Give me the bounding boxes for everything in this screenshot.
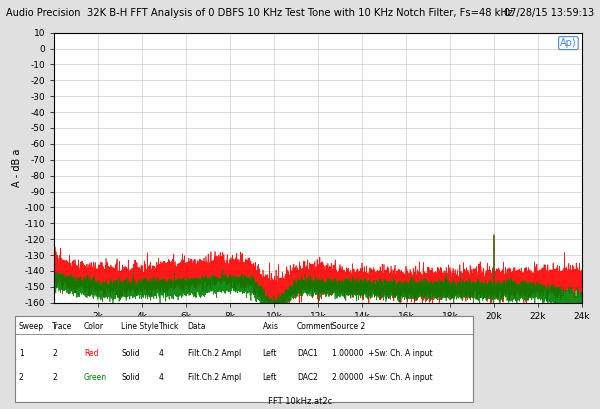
Text: Trace: Trace <box>52 322 73 331</box>
Text: Solid: Solid <box>121 349 140 358</box>
Y-axis label: A - dB a: A - dB a <box>11 148 22 187</box>
Text: DAC1: DAC1 <box>297 349 318 358</box>
Text: 2: 2 <box>52 373 57 382</box>
Text: 4: 4 <box>159 373 164 382</box>
Text: 2.00000  +Sw: Ch. A input: 2.00000 +Sw: Ch. A input <box>332 373 433 382</box>
Text: Left: Left <box>263 373 277 382</box>
Text: 4: 4 <box>159 349 164 358</box>
Text: Filt.Ch.2 Ampl: Filt.Ch.2 Ampl <box>188 349 241 358</box>
Text: Ap): Ap) <box>560 38 577 48</box>
Text: Line Style: Line Style <box>121 322 159 331</box>
Text: Axis: Axis <box>263 322 278 331</box>
Text: 2: 2 <box>19 373 23 382</box>
Text: Source 2: Source 2 <box>332 322 365 331</box>
Text: 1.00000  +Sw: Ch. A input: 1.00000 +Sw: Ch. A input <box>332 349 433 358</box>
Text: Color: Color <box>84 322 104 331</box>
Text: Sweep: Sweep <box>19 322 44 331</box>
Text: 32K B-H FFT Analysis of 0 DBFS 10 KHz Test Tone with 10 KHz Notch Filter, Fs=48 : 32K B-H FFT Analysis of 0 DBFS 10 KHz Te… <box>87 8 513 18</box>
Text: Left: Left <box>263 349 277 358</box>
X-axis label: Hz: Hz <box>312 322 324 332</box>
Text: 07/28/15 13:59:13: 07/28/15 13:59:13 <box>504 8 594 18</box>
Text: DAC2: DAC2 <box>297 373 318 382</box>
Text: Filt.Ch.2 Ampl: Filt.Ch.2 Ampl <box>188 373 241 382</box>
Text: FFT 10kHz.at2c: FFT 10kHz.at2c <box>268 397 332 406</box>
Text: Green: Green <box>84 373 107 382</box>
Text: 1: 1 <box>19 349 23 358</box>
Text: Audio Precision: Audio Precision <box>6 8 80 18</box>
Text: Solid: Solid <box>121 373 140 382</box>
Text: Data: Data <box>188 322 206 331</box>
Text: Thick: Thick <box>159 322 179 331</box>
FancyBboxPatch shape <box>15 316 473 402</box>
Text: Red: Red <box>84 349 98 358</box>
Text: 2: 2 <box>52 349 57 358</box>
Text: Comment: Comment <box>297 322 334 331</box>
